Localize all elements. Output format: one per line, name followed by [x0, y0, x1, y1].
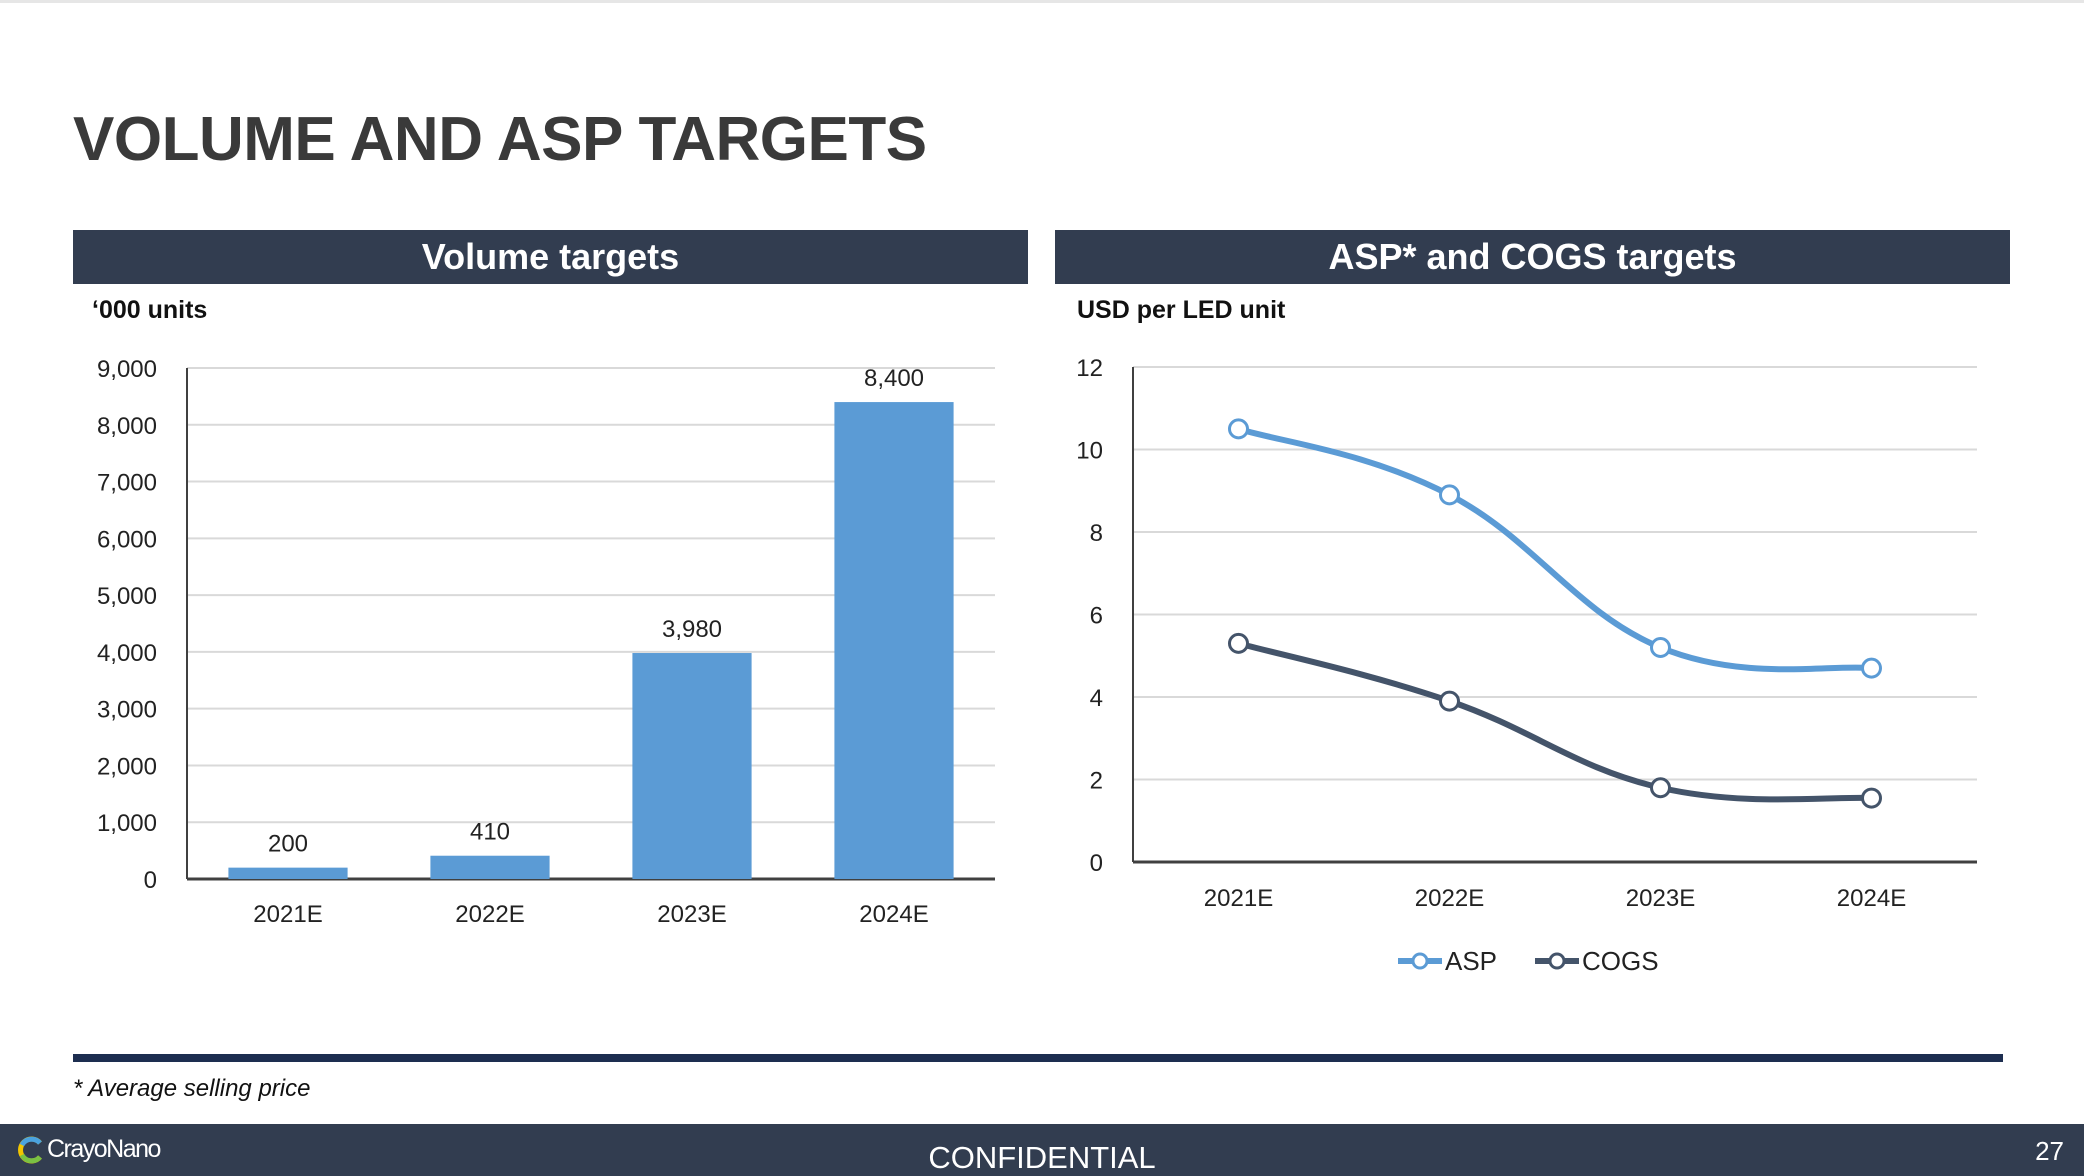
asp-data-point [1861, 657, 1882, 679]
cogs-data-point [1650, 777, 1671, 799]
asp-legend-marker [1411, 952, 1429, 970]
y-tick-label: 4 [1090, 685, 1103, 712]
y-tick-label: 12 [1076, 355, 1103, 382]
slide-top-border [0, 0, 2084, 3]
data-label: 8,400 [864, 365, 924, 392]
volume-panel-header: Volume targets [73, 230, 1028, 284]
cogs-legend-marker [1548, 952, 1566, 970]
y-tick-label: 10 [1076, 438, 1103, 465]
data-label: 3,980 [662, 616, 722, 643]
x-tick-label: 2022E [1415, 885, 1484, 912]
asp-series-line [1235, 425, 1875, 673]
cogs-series-line [1235, 640, 1875, 803]
cogs-legend-label: COGS [1582, 946, 1659, 976]
y-tick-label: 5,000 [97, 583, 157, 610]
y-tick-label: 8,000 [97, 413, 157, 440]
company-logo: CrayoNano [18, 1135, 161, 1164]
asp-cogs-line-chart: 0 2 4 6 8 10 12 2021E 2022E 2023E 2024E ASP COGS [1076, 355, 1977, 976]
bar [632, 653, 752, 879]
page-number: 27 [2035, 1136, 2064, 1166]
volume-bar-chart: 0 1,000 2,000 3,000 4,000 5,000 6,000 7,000 8,00… [97, 356, 995, 928]
y-tick-label: 2 [1090, 768, 1103, 795]
confidential-label: CONFIDENTIAL [928, 1140, 1156, 1175]
x-tick-label: 2023E [657, 901, 726, 928]
asp-data-point [1228, 418, 1249, 440]
y-tick-label: 1,000 [97, 810, 157, 837]
y-tick-label: 0 [144, 867, 157, 894]
asp-data-point [1650, 637, 1671, 658]
volume-unit-label: ‘000 units [92, 296, 208, 324]
x-tick-label: 2024E [859, 901, 928, 928]
x-tick-label: 2021E [1204, 885, 1273, 912]
y-tick-label: 9,000 [97, 356, 157, 383]
data-label: 410 [470, 819, 510, 846]
cogs-data-point [1228, 632, 1249, 654]
bar [430, 855, 550, 879]
x-tick-label: 2021E [253, 901, 322, 928]
y-tick-label: 6,000 [97, 526, 157, 553]
y-tick-label: 0 [1090, 850, 1103, 877]
y-tick-label: 7,000 [97, 470, 157, 497]
slide-footer: CrayoNano CONFIDENTIAL 27 [0, 1124, 2084, 1176]
y-tick-label: 3,000 [97, 697, 157, 724]
asp-legend-label: ASP [1445, 946, 1497, 976]
y-tick-label: 6 [1090, 603, 1103, 630]
data-label: 200 [268, 831, 308, 858]
logo-text: CrayoNano [47, 1135, 161, 1163]
asp-cogs-panel-header: ASP* and COGS targets [1055, 230, 2010, 284]
x-tick-label: 2023E [1626, 885, 1695, 912]
bar [834, 402, 954, 879]
bar [228, 867, 348, 879]
y-tick-label: 2,000 [97, 753, 157, 780]
cogs-data-point [1861, 787, 1882, 809]
slide-title: VOLUME AND ASP TARGETS [73, 105, 927, 174]
y-tick-label: 8 [1090, 520, 1103, 547]
footnote-divider [73, 1054, 2003, 1062]
footnote: * Average selling price [73, 1075, 311, 1102]
x-tick-label: 2024E [1837, 885, 1906, 912]
x-tick-label: 2022E [455, 901, 524, 928]
y-tick-label: 4,000 [97, 640, 157, 667]
cogs-data-point [1439, 690, 1460, 712]
asp-data-point [1439, 484, 1460, 506]
crayonano-logo-icon [18, 1136, 42, 1163]
asp-cogs-unit-label: USD per LED unit [1077, 296, 1286, 324]
